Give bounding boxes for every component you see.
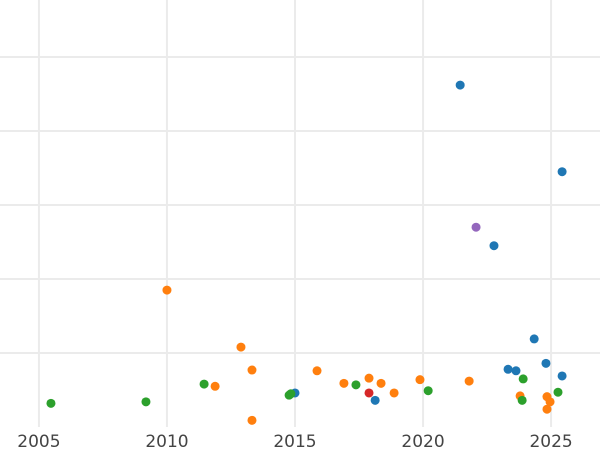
x-tick-label: 2005 (17, 432, 60, 450)
data-point (141, 397, 151, 407)
data-point (471, 222, 481, 232)
data-point (529, 334, 539, 344)
data-point (199, 379, 209, 389)
data-point (464, 376, 474, 386)
data-point (489, 241, 499, 251)
data-point (210, 381, 220, 391)
data-point (351, 380, 361, 390)
data-point (389, 388, 399, 398)
data-point (455, 80, 465, 90)
data-point (370, 395, 380, 405)
data-point (423, 386, 433, 396)
data-point (364, 373, 374, 383)
data-point (415, 375, 425, 385)
data-point (517, 395, 527, 405)
data-point (339, 378, 349, 388)
data-points (46, 80, 567, 425)
x-axis-ticks: 2005 2010 2015 2020 2025 (17, 432, 572, 450)
data-point (557, 167, 567, 177)
data-point (247, 415, 257, 425)
data-point (286, 389, 296, 399)
gridlines (0, 0, 600, 427)
data-point (162, 285, 172, 295)
data-point (503, 364, 513, 374)
data-point (46, 398, 56, 408)
data-point (312, 366, 322, 376)
data-point (247, 365, 257, 375)
data-point (518, 374, 528, 384)
x-tick-label: 2020 (401, 432, 444, 450)
x-tick-label: 2025 (529, 432, 572, 450)
data-point (376, 378, 386, 388)
x-tick-label: 2015 (273, 432, 316, 450)
data-point (364, 388, 374, 398)
data-point (541, 358, 551, 368)
data-point (557, 371, 567, 381)
data-point (542, 404, 552, 414)
data-point (236, 342, 246, 352)
x-tick-label: 2010 (145, 432, 188, 450)
data-point (545, 397, 555, 407)
data-point (511, 366, 521, 376)
data-point (553, 387, 563, 397)
